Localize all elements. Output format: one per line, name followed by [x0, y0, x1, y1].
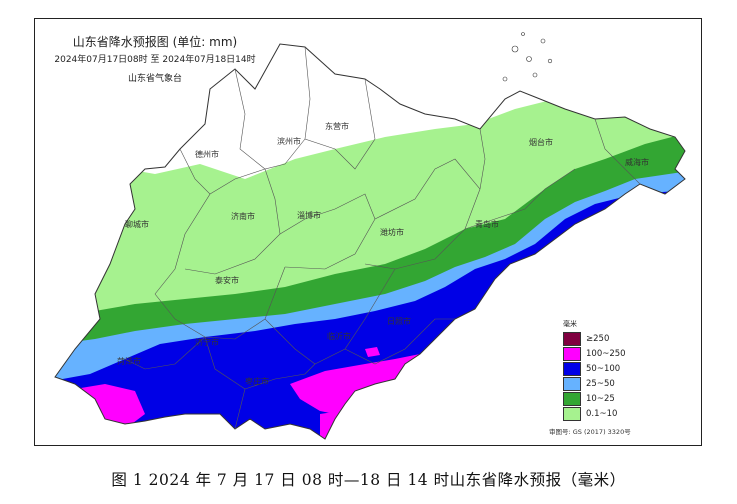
- legend-item: 25~50: [563, 376, 663, 391]
- legend-label: ≥250: [586, 333, 610, 344]
- issuer-label: 山东省气象台: [127, 74, 182, 84]
- city-label-rizhao: 日照市: [387, 317, 411, 326]
- city-label-zibo: 淄博市: [297, 211, 321, 220]
- legend-item: ≥250: [563, 331, 663, 346]
- map-frame: 山东省降水预报图 (单位: mm) 2024年07月17日08时 至 2024年…: [34, 18, 702, 446]
- legend-label: 0.1~10: [586, 408, 618, 419]
- figure-caption: 图 1 2024 年 7 月 17 日 08 时—18 日 14 时山东省降水预…: [111, 471, 626, 489]
- city-label-heze: 菏泽市: [117, 357, 141, 366]
- legend-unit: 毫米: [563, 320, 577, 328]
- city-label-weihai: 威海市: [625, 158, 649, 167]
- city-label-dezhou: 德州市: [195, 150, 219, 159]
- islands: [502, 32, 553, 82]
- city-label-qingdao: 青岛市: [475, 220, 499, 229]
- forecast-time-range: 2024年07月17日08时 至 2024年07月18日14时: [54, 55, 256, 65]
- city-label-taian: 泰安市: [215, 276, 239, 285]
- city-label-jinan: 济南市: [231, 212, 255, 221]
- city-label-liaocheng: 聊城市: [125, 220, 149, 229]
- map-approval-number: 审图号: GS (2017) 3320号: [549, 428, 631, 436]
- city-label-dongying: 东营市: [325, 122, 349, 131]
- legend-item: 50~100: [563, 361, 663, 376]
- city-boundaries: [124, 46, 641, 430]
- legend-swatch: [563, 391, 581, 406]
- legend-swatch: [563, 376, 581, 391]
- city-label-jining: 济宁市: [195, 338, 219, 347]
- band-100-250-spot: [365, 347, 380, 357]
- band-100-250-south: [320, 411, 347, 439]
- map-legend: 毫米 ≥250 100~250 50~100 25~50 10~25 0.1~1…: [563, 319, 663, 421]
- legend-swatch: [563, 346, 581, 361]
- city-label-weifang: 潍坊市: [380, 228, 404, 237]
- legend-label: 25~50: [586, 378, 615, 389]
- legend-swatch: [563, 406, 581, 421]
- city-label-binzhou: 滨州市: [277, 137, 301, 146]
- band-100-250-east: [290, 354, 435, 414]
- legend-swatch: [563, 361, 581, 376]
- city-label-linyi: 临沂市: [327, 332, 351, 341]
- city-label-yantai: 烟台市: [529, 138, 553, 147]
- legend-swatch: [563, 331, 581, 346]
- city-label-zaozhuang: 枣庄市: [245, 377, 269, 386]
- rainfall-map: [54, 32, 686, 440]
- legend-item: 10~25: [563, 391, 663, 406]
- legend-label: 10~25: [586, 393, 615, 404]
- legend-label: 100~250: [586, 348, 626, 359]
- legend-label: 50~100: [586, 363, 621, 374]
- legend-item: 0.1~10: [563, 406, 663, 421]
- province-outline: [54, 43, 686, 440]
- legend-item: 100~250: [563, 346, 663, 361]
- map-title: 山东省降水预报图 (单位: mm): [72, 35, 238, 49]
